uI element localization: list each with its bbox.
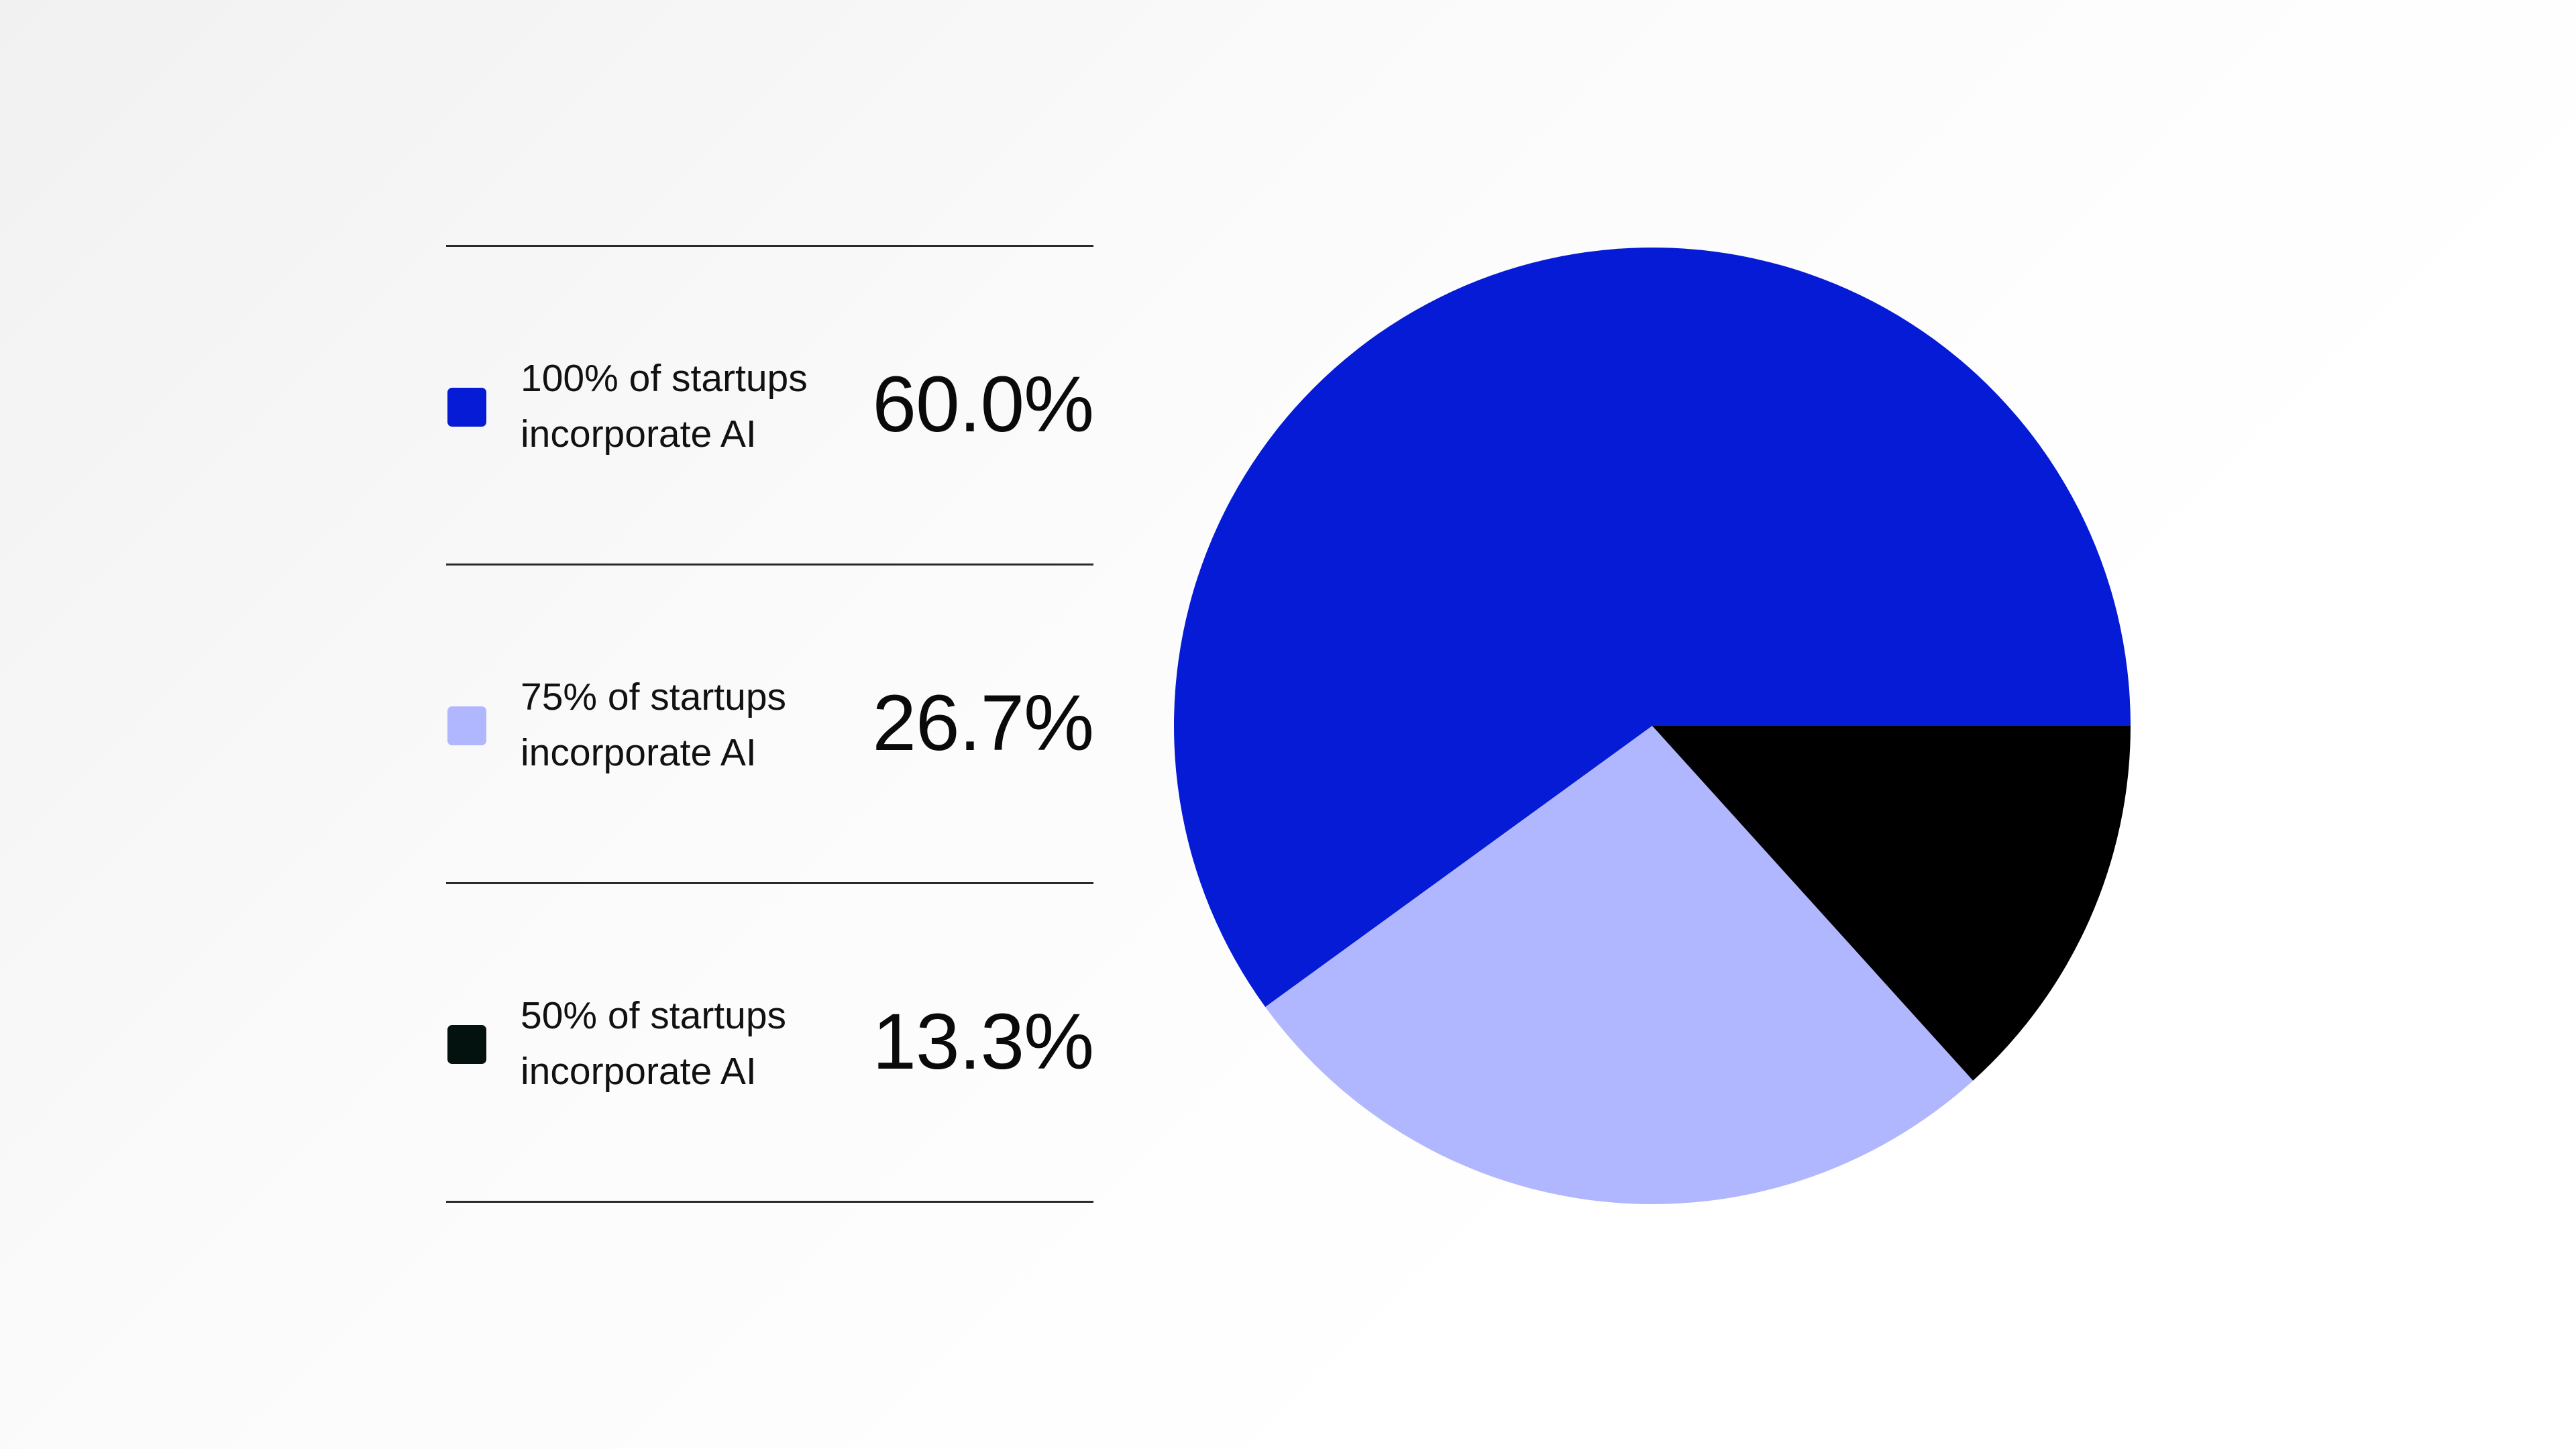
pie-slice: [1652, 726, 2131, 1081]
legend-item-label: 75% of startups incorporate AI: [521, 676, 787, 774]
legend-item-value: 60.0%: [872, 360, 1094, 449]
chart-legend: 100% of startups incorporate AI 60.0% 75…: [446, 245, 1094, 1203]
legend-item: 75% of startups incorporate AI 26.7%: [446, 566, 1094, 882]
legend-divider: [446, 564, 1093, 566]
pie-slice: [1265, 726, 1974, 1204]
legend-swatch-icon: [447, 706, 486, 745]
legend-item-label: 100% of startups incorporate AI: [521, 357, 808, 455]
legend-item-value: 26.7%: [872, 679, 1094, 767]
legend-item-label: 50% of startups incorporate AI: [521, 994, 787, 1093]
legend-divider: [446, 245, 1093, 247]
legend-swatch-icon: [447, 1025, 486, 1064]
legend-item-value: 13.3%: [872, 998, 1094, 1086]
legend-item: 50% of startups incorporate AI 13.3%: [446, 884, 1094, 1201]
legend-divider: [446, 1201, 1093, 1203]
legend-divider: [446, 882, 1093, 884]
pie-slice: [1173, 248, 2131, 1008]
legend-swatch-icon: [447, 388, 486, 427]
legend-item: 100% of startups incorporate AI 60.0%: [446, 247, 1094, 564]
